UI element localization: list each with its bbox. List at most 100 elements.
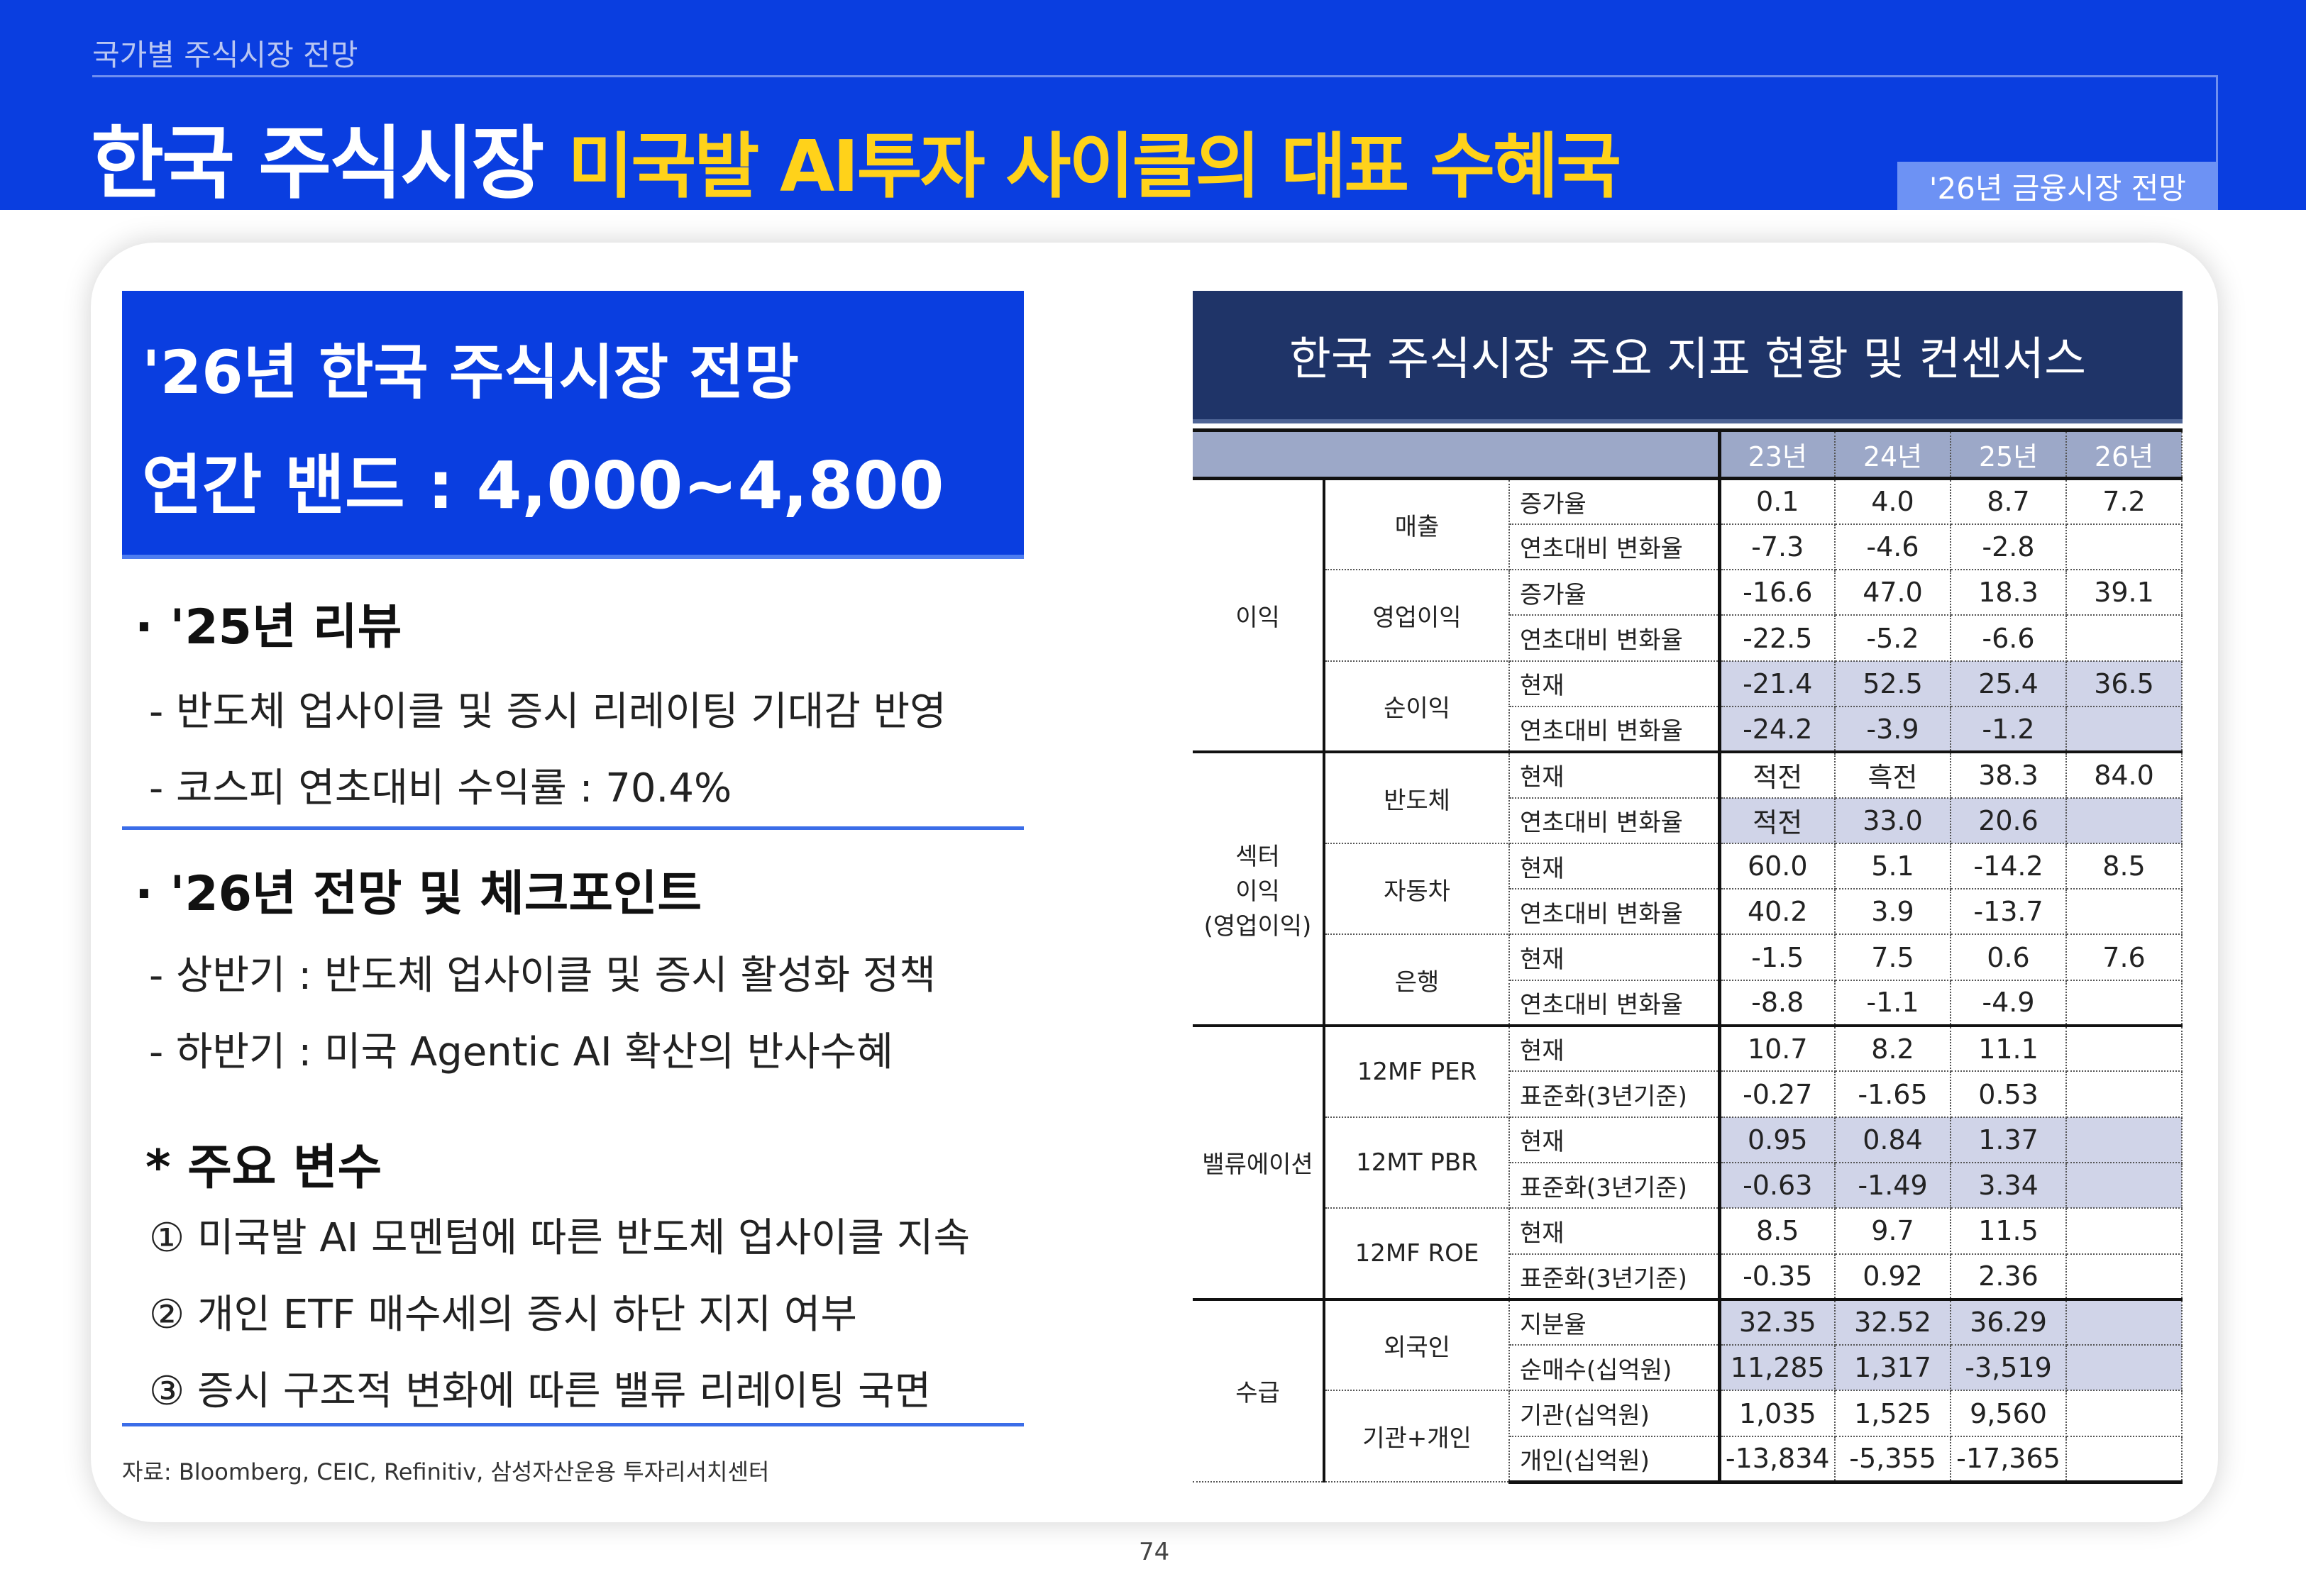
table-row: 표준화(3년기준) -0.35 0.92 2.36 xyxy=(1193,1253,2183,1300)
table-row: 연초대비 변화율 -24.2 -3.9 -1.2 xyxy=(1193,706,2183,753)
header-divider xyxy=(92,75,2218,77)
value-cell: 9,560 xyxy=(1951,1390,2067,1437)
group-label: 밸류에이션 xyxy=(1193,1024,1325,1300)
value-cell: -5.2 xyxy=(1835,615,1951,662)
value-cell: -13,834 xyxy=(1719,1436,1836,1484)
value-cell: 9.7 xyxy=(1835,1208,1951,1255)
value-cell: 7.5 xyxy=(1835,934,1951,981)
metric-label: 현재 xyxy=(1509,660,1721,707)
value-cell: -5,355 xyxy=(1835,1436,1951,1484)
outlook-title: '26년 한국 주식시장 전망 xyxy=(142,338,799,407)
value-cell: 36.29 xyxy=(1951,1297,2067,1346)
title-main: 한국 주식시장 xyxy=(91,118,544,210)
table-row: 연초대비 변화율 40.2 3.9 -13.7 xyxy=(1193,889,2183,936)
value-cell: 0.6 xyxy=(1951,934,2067,981)
value-cell: -2.8 xyxy=(1951,523,2067,571)
value-cell: 3.34 xyxy=(1951,1162,2067,1209)
header-blank xyxy=(1193,428,1721,480)
value-cell xyxy=(2066,797,2183,844)
subgroup-label: 자동차 xyxy=(1324,843,1510,936)
table-row: 연초대비 변화율 -8.8 -1.1 -4.9 xyxy=(1193,980,2183,1027)
variable-item: ② 개인 ETF 매수세의 증시 하단 지지 여부 xyxy=(149,1292,857,1338)
page-title: 한국 주식시장 미국발 AI투자 사이클의 대표 수혜국 xyxy=(91,99,1621,214)
metric-label: 표준화(3년기준) xyxy=(1509,1253,1721,1300)
metric-label: 지분율 xyxy=(1509,1297,1721,1346)
value-cell xyxy=(2066,1208,2183,1255)
table-row: 섹터 이익 (영업이익) 반도체 현재 적전 흑전 38.3 84.0 xyxy=(1193,750,2183,1027)
value-cell xyxy=(2066,1253,2183,1300)
value-cell: 11.1 xyxy=(1951,1024,2067,1073)
table-row: 개인(십억원) -13,834 -5,355 -17,365 xyxy=(1193,1436,2183,1484)
value-cell: -17,365 xyxy=(1951,1436,2067,1484)
table-title: 한국 주식시장 주요 지표 현황 및 컨센서스 xyxy=(1193,291,2183,423)
value-cell xyxy=(2066,706,2183,753)
value-cell: 32.52 xyxy=(1835,1297,1951,1346)
value-cell: -16.6 xyxy=(1719,570,1836,616)
variable-item: ① 미국발 AI 모멘텀에 따른 반도체 업사이클 지속 xyxy=(149,1215,970,1261)
subgroup-label: 영업이익 xyxy=(1324,570,1510,662)
value-cell: 4.0 xyxy=(1835,478,1951,525)
header-divider-vertical xyxy=(2216,75,2218,162)
section-badge: '26년 금융시장 전망 xyxy=(1897,162,2218,210)
outlook-box: '26년 한국 주식시장 전망 연간 밴드 : 4,000~4,800 xyxy=(122,291,1024,559)
table-row: 연초대비 변화율 -22.5 -5.2 -6.6 xyxy=(1193,615,2183,662)
table-row: 표준화(3년기준) -0.27 -1.65 0.53 xyxy=(1193,1071,2183,1118)
value-cell: 흑전 xyxy=(1835,750,1951,799)
subgroup-label: 순이익 xyxy=(1324,660,1510,753)
value-cell: -1.49 xyxy=(1835,1162,1951,1209)
value-cell: 1,035 xyxy=(1719,1390,1836,1437)
table-row: 수급 외국인 지분율 32.35 32.52 36.29 xyxy=(1193,1297,2183,1483)
breadcrumb: 국가별 주식시장 전망 xyxy=(92,38,358,72)
value-cell: -6.6 xyxy=(1951,615,2067,662)
metric-label: 현재 xyxy=(1509,843,1721,890)
value-cell: 0.84 xyxy=(1835,1116,1951,1163)
value-cell: 0.53 xyxy=(1951,1071,2067,1118)
metric-label: 연초대비 변화율 xyxy=(1509,706,1721,753)
subgroup-label: 12MT PBR xyxy=(1324,1116,1510,1209)
value-cell: 1,525 xyxy=(1835,1390,1951,1437)
value-cell xyxy=(2066,1116,2183,1163)
value-cell: -14.2 xyxy=(1951,843,2067,890)
group-label: 수급 xyxy=(1193,1297,1325,1483)
table-row: 표준화(3년기준) -0.63 -1.49 3.34 xyxy=(1193,1162,2183,1209)
value-cell: -7.3 xyxy=(1719,523,1836,571)
value-cell: 40.2 xyxy=(1719,889,1836,936)
value-cell: -0.35 xyxy=(1719,1253,1836,1300)
value-cell: 25.4 xyxy=(1951,660,2067,707)
year-header: 24년 xyxy=(1835,428,1951,480)
subgroup-label: 12MF PER xyxy=(1324,1024,1510,1118)
year-header: 26년 xyxy=(2066,428,2183,480)
value-cell: -0.27 xyxy=(1719,1071,1836,1118)
variable-item: ③ 증시 구조적 변화에 따른 밸류 리레이팅 국면 xyxy=(149,1368,932,1414)
value-cell xyxy=(2066,1071,2183,1118)
value-cell: 10.7 xyxy=(1719,1024,1836,1073)
subgroup-label: 반도체 xyxy=(1324,750,1510,844)
metric-label: 연초대비 변화율 xyxy=(1509,889,1721,936)
value-cell xyxy=(2066,980,2183,1027)
value-cell: 7.2 xyxy=(2066,478,2183,525)
value-cell xyxy=(2066,523,2183,571)
value-cell: 84.0 xyxy=(2066,750,2183,799)
page-number: 74 xyxy=(1139,1538,1170,1566)
table-row: 순이익 현재 -21.4 52.5 25.4 36.5 xyxy=(1193,660,2183,753)
metric-label: 현재 xyxy=(1509,1024,1721,1073)
metric-label: 현재 xyxy=(1509,934,1721,981)
variables-heading: * 주요 변수 xyxy=(145,1140,382,1196)
value-cell: 0.92 xyxy=(1835,1253,1951,1300)
source-note: 자료: Bloomberg, CEIC, Refinitiv, 삼성자산운용 투… xyxy=(122,1458,770,1485)
value-cell: 3.9 xyxy=(1835,889,1951,936)
year-header: 23년 xyxy=(1719,428,1836,480)
group-label: 섹터 이익 (영업이익) xyxy=(1193,750,1325,1027)
value-cell: 8.7 xyxy=(1951,478,2067,525)
value-cell xyxy=(2066,1162,2183,1209)
outlook-item: - 상반기 : 반도체 업사이클 및 증시 활성화 정책 xyxy=(149,953,936,999)
value-cell: -3,519 xyxy=(1951,1345,2067,1392)
metric-label: 연초대비 변화율 xyxy=(1509,797,1721,844)
metric-label: 연초대비 변화율 xyxy=(1509,980,1721,1027)
metric-label: 현재 xyxy=(1509,750,1721,799)
value-cell xyxy=(2066,1345,2183,1392)
value-cell xyxy=(2066,1436,2183,1484)
value-cell: -1.1 xyxy=(1835,980,1951,1027)
review-item: - 코스피 연초대비 수익률 : 70.4% xyxy=(149,765,732,811)
value-cell: 11.5 xyxy=(1951,1208,2067,1255)
